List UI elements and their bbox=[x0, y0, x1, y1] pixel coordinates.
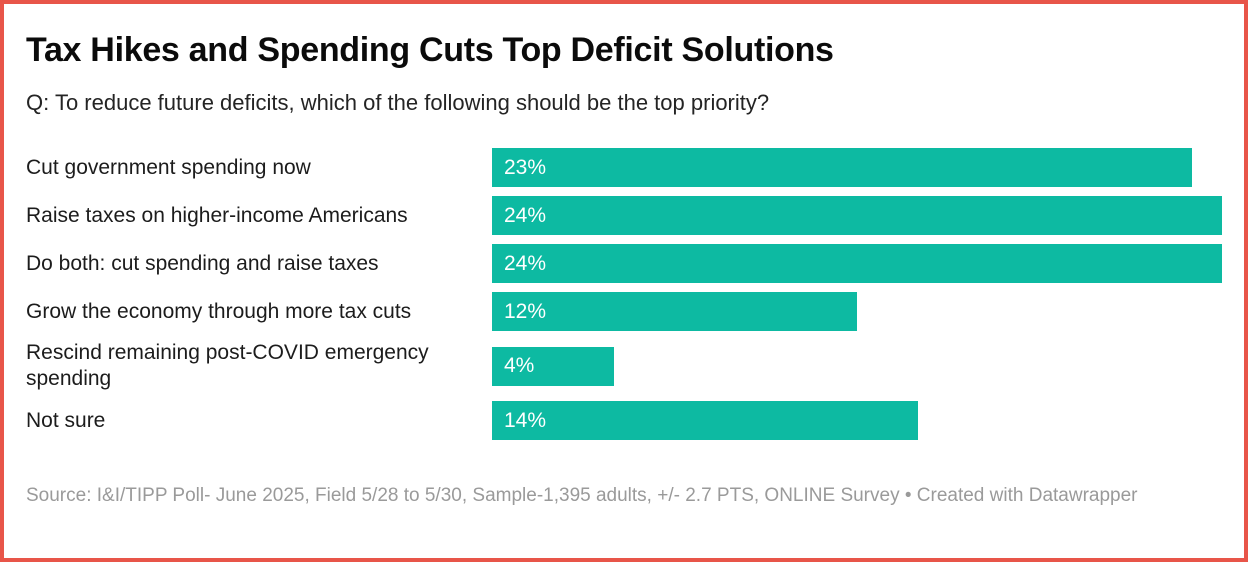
bar-track: 23% bbox=[492, 148, 1222, 187]
bar-track: 24% bbox=[492, 196, 1222, 235]
bar: 24% bbox=[492, 196, 1222, 235]
bar-row: Cut government spending now 23% bbox=[26, 148, 1222, 187]
bar: 23% bbox=[492, 148, 1192, 187]
bar: 14% bbox=[492, 401, 918, 440]
bar-row: Not sure 14% bbox=[26, 401, 1222, 440]
category-label: Grow the economy through more tax cuts bbox=[26, 299, 412, 323]
value-label: 14% bbox=[504, 408, 547, 432]
chart-subtitle: Q: To reduce future deficits, which of t… bbox=[26, 90, 770, 115]
bar-row: Grow the economy through more tax cuts 12… bbox=[26, 292, 1222, 331]
category-label: Rescind remaining post-COVID emergency s… bbox=[26, 341, 429, 390]
bar-chart: Cut government spending now 23% Raise taxe… bbox=[26, 148, 1222, 440]
category-label: Cut government spending now bbox=[26, 155, 311, 179]
value-label: 4% bbox=[504, 354, 535, 377]
bar: 24% bbox=[492, 244, 1222, 283]
bar-track: 12% bbox=[492, 292, 1222, 331]
bar: 4% bbox=[492, 346, 614, 386]
source-note: Source: I&I/TIPP Poll- June 2025, Field … bbox=[26, 485, 1138, 506]
bar-track: 4% bbox=[492, 346, 1222, 386]
category-label: Not sure bbox=[26, 408, 106, 432]
bar-row: Do both: cut spending and raise taxes 24% bbox=[26, 244, 1222, 283]
chart-title: Tax Hikes and Spending Cuts Top Deficit … bbox=[26, 31, 834, 69]
bar: 12% bbox=[492, 292, 857, 331]
bar-row: Raise taxes on higher-income Americans 24… bbox=[26, 196, 1222, 235]
category-label: Do both: cut spending and raise taxes bbox=[26, 251, 379, 275]
value-label: 23% bbox=[504, 155, 547, 179]
value-label: 24% bbox=[504, 203, 547, 227]
bar-row: Rescind remaining post-COVID emergency s… bbox=[26, 340, 1222, 392]
bar-track: 24% bbox=[492, 244, 1222, 283]
value-label: 24% bbox=[504, 251, 547, 275]
value-label: 12% bbox=[504, 299, 547, 323]
category-label: Raise taxes on higher-income Americans bbox=[26, 203, 408, 227]
bar-track: 14% bbox=[492, 401, 1222, 440]
